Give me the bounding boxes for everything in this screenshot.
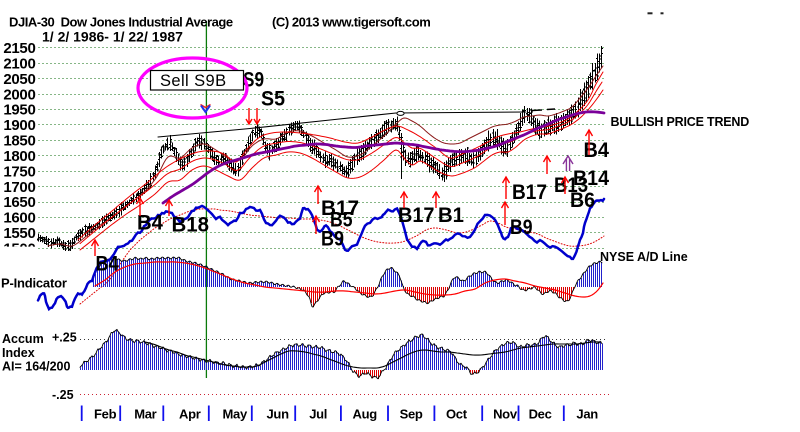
svg-text:2000: 2000	[3, 86, 35, 103]
svg-text:B4: B4	[96, 252, 119, 275]
svg-text:Dec: Dec	[529, 407, 552, 422]
svg-text:P-Indicator: P-Indicator	[1, 276, 67, 291]
svg-text:B17: B17	[512, 181, 547, 204]
svg-text:DJIA-30 Dow Jones Industrial: DJIA-30 Dow Jones Industrial Average	[9, 15, 233, 30]
svg-text:2100: 2100	[3, 55, 35, 72]
svg-text:1800: 1800	[3, 148, 35, 165]
svg-text:Sep: Sep	[400, 407, 423, 422]
svg-text:Accum: Accum	[2, 332, 44, 346]
svg-text:Aug: Aug	[353, 407, 378, 422]
svg-text:+.25: +.25	[52, 331, 77, 345]
svg-text:B4: B4	[137, 212, 163, 235]
svg-text:B4: B4	[584, 139, 610, 162]
svg-text:Feb: Feb	[94, 407, 117, 422]
svg-text:Index: Index	[2, 346, 35, 360]
svg-text:2150: 2150	[3, 40, 35, 57]
svg-text:1850: 1850	[3, 133, 35, 150]
svg-text:B13: B13	[554, 174, 588, 197]
svg-text:1500: 1500	[3, 241, 35, 258]
svg-text:-.25: -.25	[52, 388, 74, 402]
svg-text:Jan: Jan	[576, 407, 598, 422]
svg-text:AI= 164/200: AI= 164/200	[2, 360, 71, 374]
svg-text:1950: 1950	[3, 102, 35, 119]
svg-text:Mar: Mar	[134, 407, 156, 422]
svg-text:1650: 1650	[3, 194, 35, 211]
svg-text:B5: B5	[330, 208, 353, 231]
svg-text:1700: 1700	[3, 179, 35, 196]
svg-text:May: May	[223, 407, 248, 422]
svg-text:B18: B18	[172, 213, 210, 236]
svg-text:B14: B14	[573, 167, 609, 190]
svg-text:1/ 2/ 1986- 1/ 22/ 1987: 1/ 2/ 1986- 1/ 22/ 1987	[42, 29, 183, 45]
svg-text:BULLISH PRICE TREND: BULLISH PRICE TREND	[611, 115, 750, 129]
svg-text:Apr: Apr	[179, 407, 201, 422]
svg-text:Jun: Jun	[267, 407, 290, 422]
svg-text:B9: B9	[510, 216, 533, 239]
svg-text:Jul: Jul	[309, 407, 327, 422]
svg-text:B6: B6	[570, 189, 595, 212]
svg-text:1750: 1750	[3, 163, 35, 180]
svg-text:B1: B1	[438, 204, 464, 227]
svg-text:2050: 2050	[3, 71, 35, 88]
svg-text:1600: 1600	[3, 210, 35, 227]
svg-text:1900: 1900	[3, 117, 35, 134]
svg-text:1550: 1550	[3, 225, 35, 242]
svg-text:Nov: Nov	[493, 407, 518, 422]
svg-text:(C) 2013 www.tigersoft.com: (C) 2013 www.tigersoft.com	[272, 15, 430, 30]
svg-text:B17: B17	[321, 197, 359, 220]
svg-text:Oct: Oct	[446, 407, 468, 422]
svg-text:B9: B9	[321, 227, 344, 250]
svg-text:NYSE A/D Line: NYSE A/D Line	[600, 250, 688, 264]
svg-text:Sell S9B: Sell S9B	[160, 72, 227, 90]
svg-text:B17: B17	[398, 204, 435, 227]
svg-text:S5: S5	[261, 87, 285, 110]
